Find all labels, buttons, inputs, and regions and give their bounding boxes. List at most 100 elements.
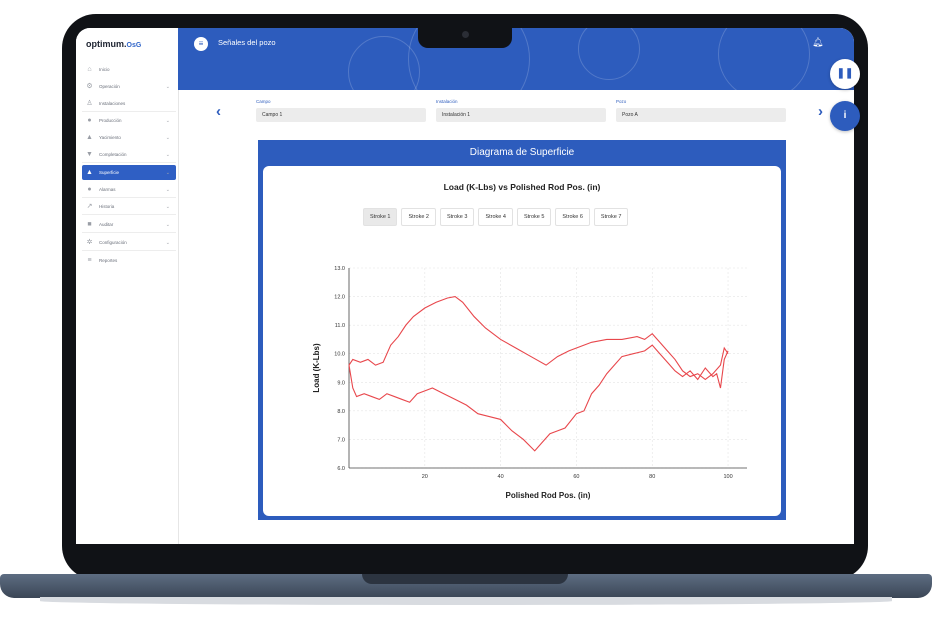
chevron-down-icon: ⌄ bbox=[165, 204, 170, 211]
x-axis-label: Polished Rod Pos. (in) bbox=[506, 491, 591, 500]
stroke-tab-7[interactable]: Stroke 7 bbox=[593, 208, 629, 226]
drop-icon: ● bbox=[87, 117, 92, 125]
camera-notch bbox=[418, 28, 512, 48]
tower-icon: ♙ bbox=[86, 99, 93, 107]
sidebar-item-label: Alarmas bbox=[99, 186, 116, 192]
y-tick-label: 6.0 bbox=[337, 466, 345, 472]
pozo-label: Pozo bbox=[616, 99, 627, 104]
campo-select[interactable]: Campo 1 bbox=[256, 108, 426, 122]
y-tick-label: 9.0 bbox=[337, 380, 345, 386]
bell-icon: ● bbox=[87, 185, 92, 193]
sidebar-item-label: Auditar bbox=[99, 222, 114, 228]
chevron-down-icon: ⌄ bbox=[165, 151, 170, 158]
sidebar-item-label: Historia bbox=[99, 204, 115, 210]
stroke-tab-4[interactable]: Stroke 4 bbox=[478, 208, 513, 226]
stroke-tab-3[interactable]: Stroke 3 bbox=[439, 208, 475, 226]
sidebar-item-historia[interactable]: ↗ Historia ⌄ bbox=[82, 199, 176, 216]
series-line-2 bbox=[348, 344, 729, 452]
y-tick-label: 11.0 bbox=[335, 323, 345, 329]
chevron-down-icon: ⌄ bbox=[165, 186, 170, 193]
prev-arrow-icon[interactable]: ‹ bbox=[216, 103, 221, 120]
laptop-lip bbox=[362, 574, 568, 584]
sidebar-item-superficie[interactable]: ▲ Superficie ⌄ bbox=[82, 164, 176, 180]
y-axis-label: Load (K-Lbs) bbox=[312, 343, 321, 393]
sidebar-item-label: Completación bbox=[99, 151, 127, 157]
sidebar-item-label: Configuración bbox=[99, 239, 127, 245]
series-line-1 bbox=[348, 295, 729, 381]
instalacion-select[interactable]: Instalación 1 bbox=[436, 108, 606, 122]
x-tick-label: 80 bbox=[649, 474, 655, 480]
surface-diagram-card: Diagrama de Superficie Load (K-Lbs) vs P… bbox=[258, 140, 786, 520]
chevron-down-icon: ⌄ bbox=[165, 135, 170, 142]
laptop-screen: optimum.OsG ⌂ Inicio ⚙ Operación ⌄ ♙ Instalaci… bbox=[76, 28, 854, 544]
sidebar-item-yacimiento[interactable]: ▲ Yacimiento ⌄ bbox=[82, 130, 176, 145]
report-icon: ≡ bbox=[87, 256, 92, 264]
chevron-down-icon: ⌄ bbox=[165, 118, 170, 125]
header-decoration bbox=[718, 28, 810, 90]
pozo-select[interactable]: Pozo A bbox=[616, 108, 786, 122]
chevron-down-icon: ⌄ bbox=[165, 222, 170, 229]
home-icon: ⌂ bbox=[87, 66, 92, 73]
stroke-tab-6[interactable]: Stroke 6 bbox=[555, 208, 590, 226]
surface-icon: ▲ bbox=[86, 168, 93, 176]
camera-icon bbox=[462, 31, 469, 38]
sidebar-item-operacion[interactable]: ⚙ Operación ⌄ bbox=[82, 79, 176, 94]
y-tick-label: 10.0 bbox=[334, 352, 345, 358]
header: ≡ Señales del pozo 🔔︎ bbox=[178, 28, 854, 90]
sidebar-item-label: Producción bbox=[99, 118, 122, 124]
sidebar-item-inicio[interactable]: ⌂ Inicio bbox=[82, 62, 176, 77]
card-title: Diagrama de Superficie bbox=[469, 147, 575, 158]
sidebar-item-reportes[interactable]: ≡ Reportes bbox=[82, 253, 176, 268]
gear-icon: ✲ bbox=[86, 238, 93, 246]
chart-title: Load (K-Lbs) vs Polished Rod Pos. (in) bbox=[443, 182, 601, 192]
sidebar-item-produccion[interactable]: ● Producción ⌄ bbox=[82, 113, 176, 128]
x-tick-label: 60 bbox=[573, 474, 579, 480]
sidebar: optimum.OsG ⌂ Inicio ⚙ Operación ⌄ ♙ Instalaci… bbox=[76, 28, 179, 544]
sidebar-item-completacion[interactable]: ▼ Completación ⌄ bbox=[82, 147, 176, 163]
instalacion-label: Instalación bbox=[436, 99, 458, 104]
chevron-down-icon: ⌄ bbox=[165, 169, 170, 176]
x-tick-label: 100 bbox=[723, 474, 732, 480]
bell-icon[interactable]: 🔔︎ bbox=[812, 37, 824, 47]
menu-icon[interactable]: ≡ bbox=[194, 37, 208, 51]
sidebar-item-label: Yacimiento bbox=[99, 135, 121, 141]
app-logo[interactable]: optimum.OsG bbox=[86, 39, 142, 49]
x-tick-label: 20 bbox=[422, 474, 428, 480]
y-tick-label: 12.0 bbox=[334, 295, 345, 301]
sidebar-item-label: Reportes bbox=[99, 257, 118, 263]
trend-icon: ↗ bbox=[86, 203, 93, 211]
laptop-shadow bbox=[40, 597, 892, 605]
y-tick-label: 7.0 bbox=[337, 437, 345, 443]
campo-label: Campo bbox=[256, 99, 271, 104]
y-tick-label: 8.0 bbox=[337, 409, 345, 415]
info-icon[interactable]: i bbox=[830, 101, 860, 131]
stroke-tab-1[interactable]: Stroke 1 bbox=[363, 208, 398, 226]
operation-icon: ⚙ bbox=[86, 82, 93, 90]
sidebar-item-alarmas[interactable]: ● Alarmas ⌄ bbox=[82, 182, 176, 198]
sidebar-nav: ⌂ Inicio ⚙ Operación ⌄ ♙ Instalaciones ● Producc… bbox=[82, 62, 176, 270]
chart-panel: Load (K-Lbs) vs Polished Rod Pos. (in) S… bbox=[263, 166, 781, 516]
load-position-chart: 6.0 7.0 8.0 9.0 10.0 11.0 12.0 13.0 20 40 60 80 100 P… bbox=[312, 266, 747, 500]
page-title: Señales del pozo bbox=[218, 38, 276, 47]
stroke-tab-2[interactable]: Stroke 2 bbox=[401, 208, 436, 226]
sidebar-item-label: Inicio bbox=[99, 67, 110, 72]
next-arrow-icon[interactable]: › bbox=[818, 103, 823, 120]
chevron-down-icon: ⌄ bbox=[165, 83, 170, 90]
header-decoration bbox=[408, 28, 530, 90]
reservoir-icon: ▲ bbox=[86, 134, 93, 142]
y-tick-label: 13.0 bbox=[334, 266, 345, 272]
stroke-tabs: Stroke 1 Stroke 2 Stroke 3 Stroke 4 Stroke 5… bbox=[363, 208, 629, 226]
completion-icon: ▼ bbox=[86, 150, 93, 158]
stroke-tab-5[interactable]: Stroke 5 bbox=[516, 208, 552, 226]
sidebar-item-instalaciones[interactable]: ♙ Instalaciones bbox=[82, 96, 176, 112]
sidebar-item-label: Superficie bbox=[99, 169, 120, 175]
audit-icon: ■ bbox=[87, 221, 92, 229]
sidebar-item-label: Instalaciones bbox=[99, 100, 126, 106]
sidebar-item-configuracion[interactable]: ✲ Configuración ⌄ bbox=[82, 235, 176, 251]
header-decoration bbox=[578, 28, 640, 80]
sidebar-item-auditar[interactable]: ■ Auditar ⌄ bbox=[82, 217, 176, 234]
pause-icon[interactable]: ❚❚ bbox=[830, 59, 860, 89]
chevron-down-icon: ⌄ bbox=[165, 239, 170, 246]
sidebar-item-label: Operación bbox=[99, 83, 120, 89]
x-tick-label: 40 bbox=[498, 474, 504, 480]
